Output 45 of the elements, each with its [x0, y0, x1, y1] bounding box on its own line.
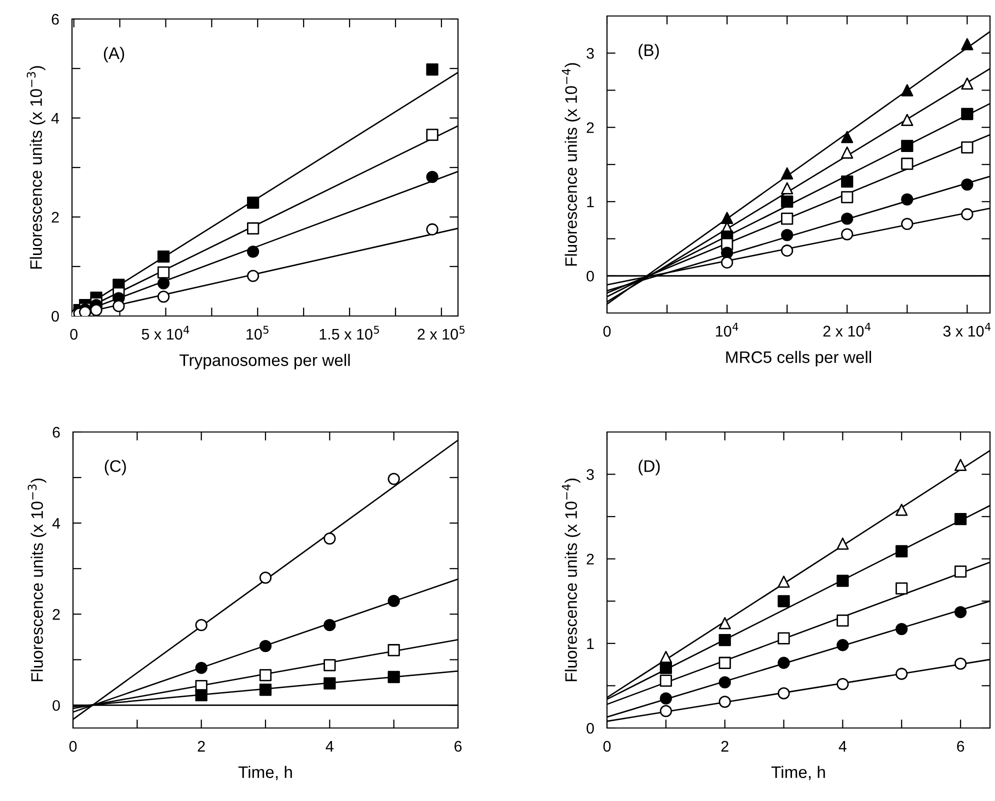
x-tick-label: 0: [603, 740, 611, 752]
x-tick-label: 4: [326, 741, 334, 752]
y-axis-title: Fluorescence units (x 10$^{−4}$): [562, 478, 580, 682]
y-tick-label: 0: [52, 700, 60, 711]
x-tick-label: 10$^{5}$: [246, 326, 268, 340]
y-tick-label: 1: [587, 638, 594, 649]
y-tick-label: 0: [52, 310, 59, 322]
x-tick-label: 2: [198, 740, 205, 752]
y-axis-title: Fluorescence units (x 10$^{−3}$): [26, 66, 46, 269]
y-axis-title: Fluorescence units (x 10$^{−4}$): [562, 63, 580, 266]
y-tick-label: 2: [52, 609, 60, 620]
y-tick-label: 0: [586, 270, 594, 282]
x-tick-label: 10$^{4}$: [716, 322, 738, 337]
x-tick-label: 2: [721, 740, 728, 752]
x-tick-label: 0: [70, 328, 78, 340]
x-tick-label: 3 x 10$^{4}$: [943, 322, 991, 337]
x-axis-title: Time, h: [238, 766, 292, 780]
y-tick-label: 3: [586, 48, 594, 59]
y-tick-label: 0: [586, 722, 594, 734]
y-tick-label: 4: [51, 113, 60, 124]
x-axis-title: MRC5 cells per well: [726, 350, 872, 366]
x-tick-label: 5 x 10$^{4}$: [142, 326, 190, 340]
x-tick-label: 0: [69, 740, 77, 752]
x-axis-title: Time, h: [771, 766, 825, 780]
x-axis-title: Trypanosomes per well: [180, 354, 350, 370]
annotation: (B): [638, 44, 659, 60]
y-tick-label: 3: [586, 469, 594, 480]
x-tick-label: 4: [838, 741, 846, 752]
y-tick-label: 6: [52, 14, 59, 25]
x-tick-label: 6: [957, 740, 964, 752]
y-tick-label: 6: [52, 426, 60, 438]
x-tick-label: 2 x 10$^{5}$: [418, 326, 465, 340]
x-tick-label: 2 x 10$^{4}$: [823, 322, 871, 337]
x-tick-label: 1.5 x 10$^{5}$: [320, 326, 379, 340]
y-tick-label: 2: [586, 122, 594, 133]
y-tick-label: 2: [52, 212, 59, 223]
y-tick-label: 1: [587, 196, 594, 208]
y-tick-label: 2: [586, 554, 594, 564]
annotation: (C): [104, 460, 126, 476]
annotation: (A): [104, 46, 124, 62]
x-tick-label: 0: [603, 326, 611, 337]
x-tick-label: 6: [454, 740, 462, 752]
y-axis-title: Fluorescence units (x 10$^{−3}$): [28, 478, 46, 682]
annotation: (D): [638, 460, 660, 476]
y-tick-label: 4: [52, 518, 60, 529]
